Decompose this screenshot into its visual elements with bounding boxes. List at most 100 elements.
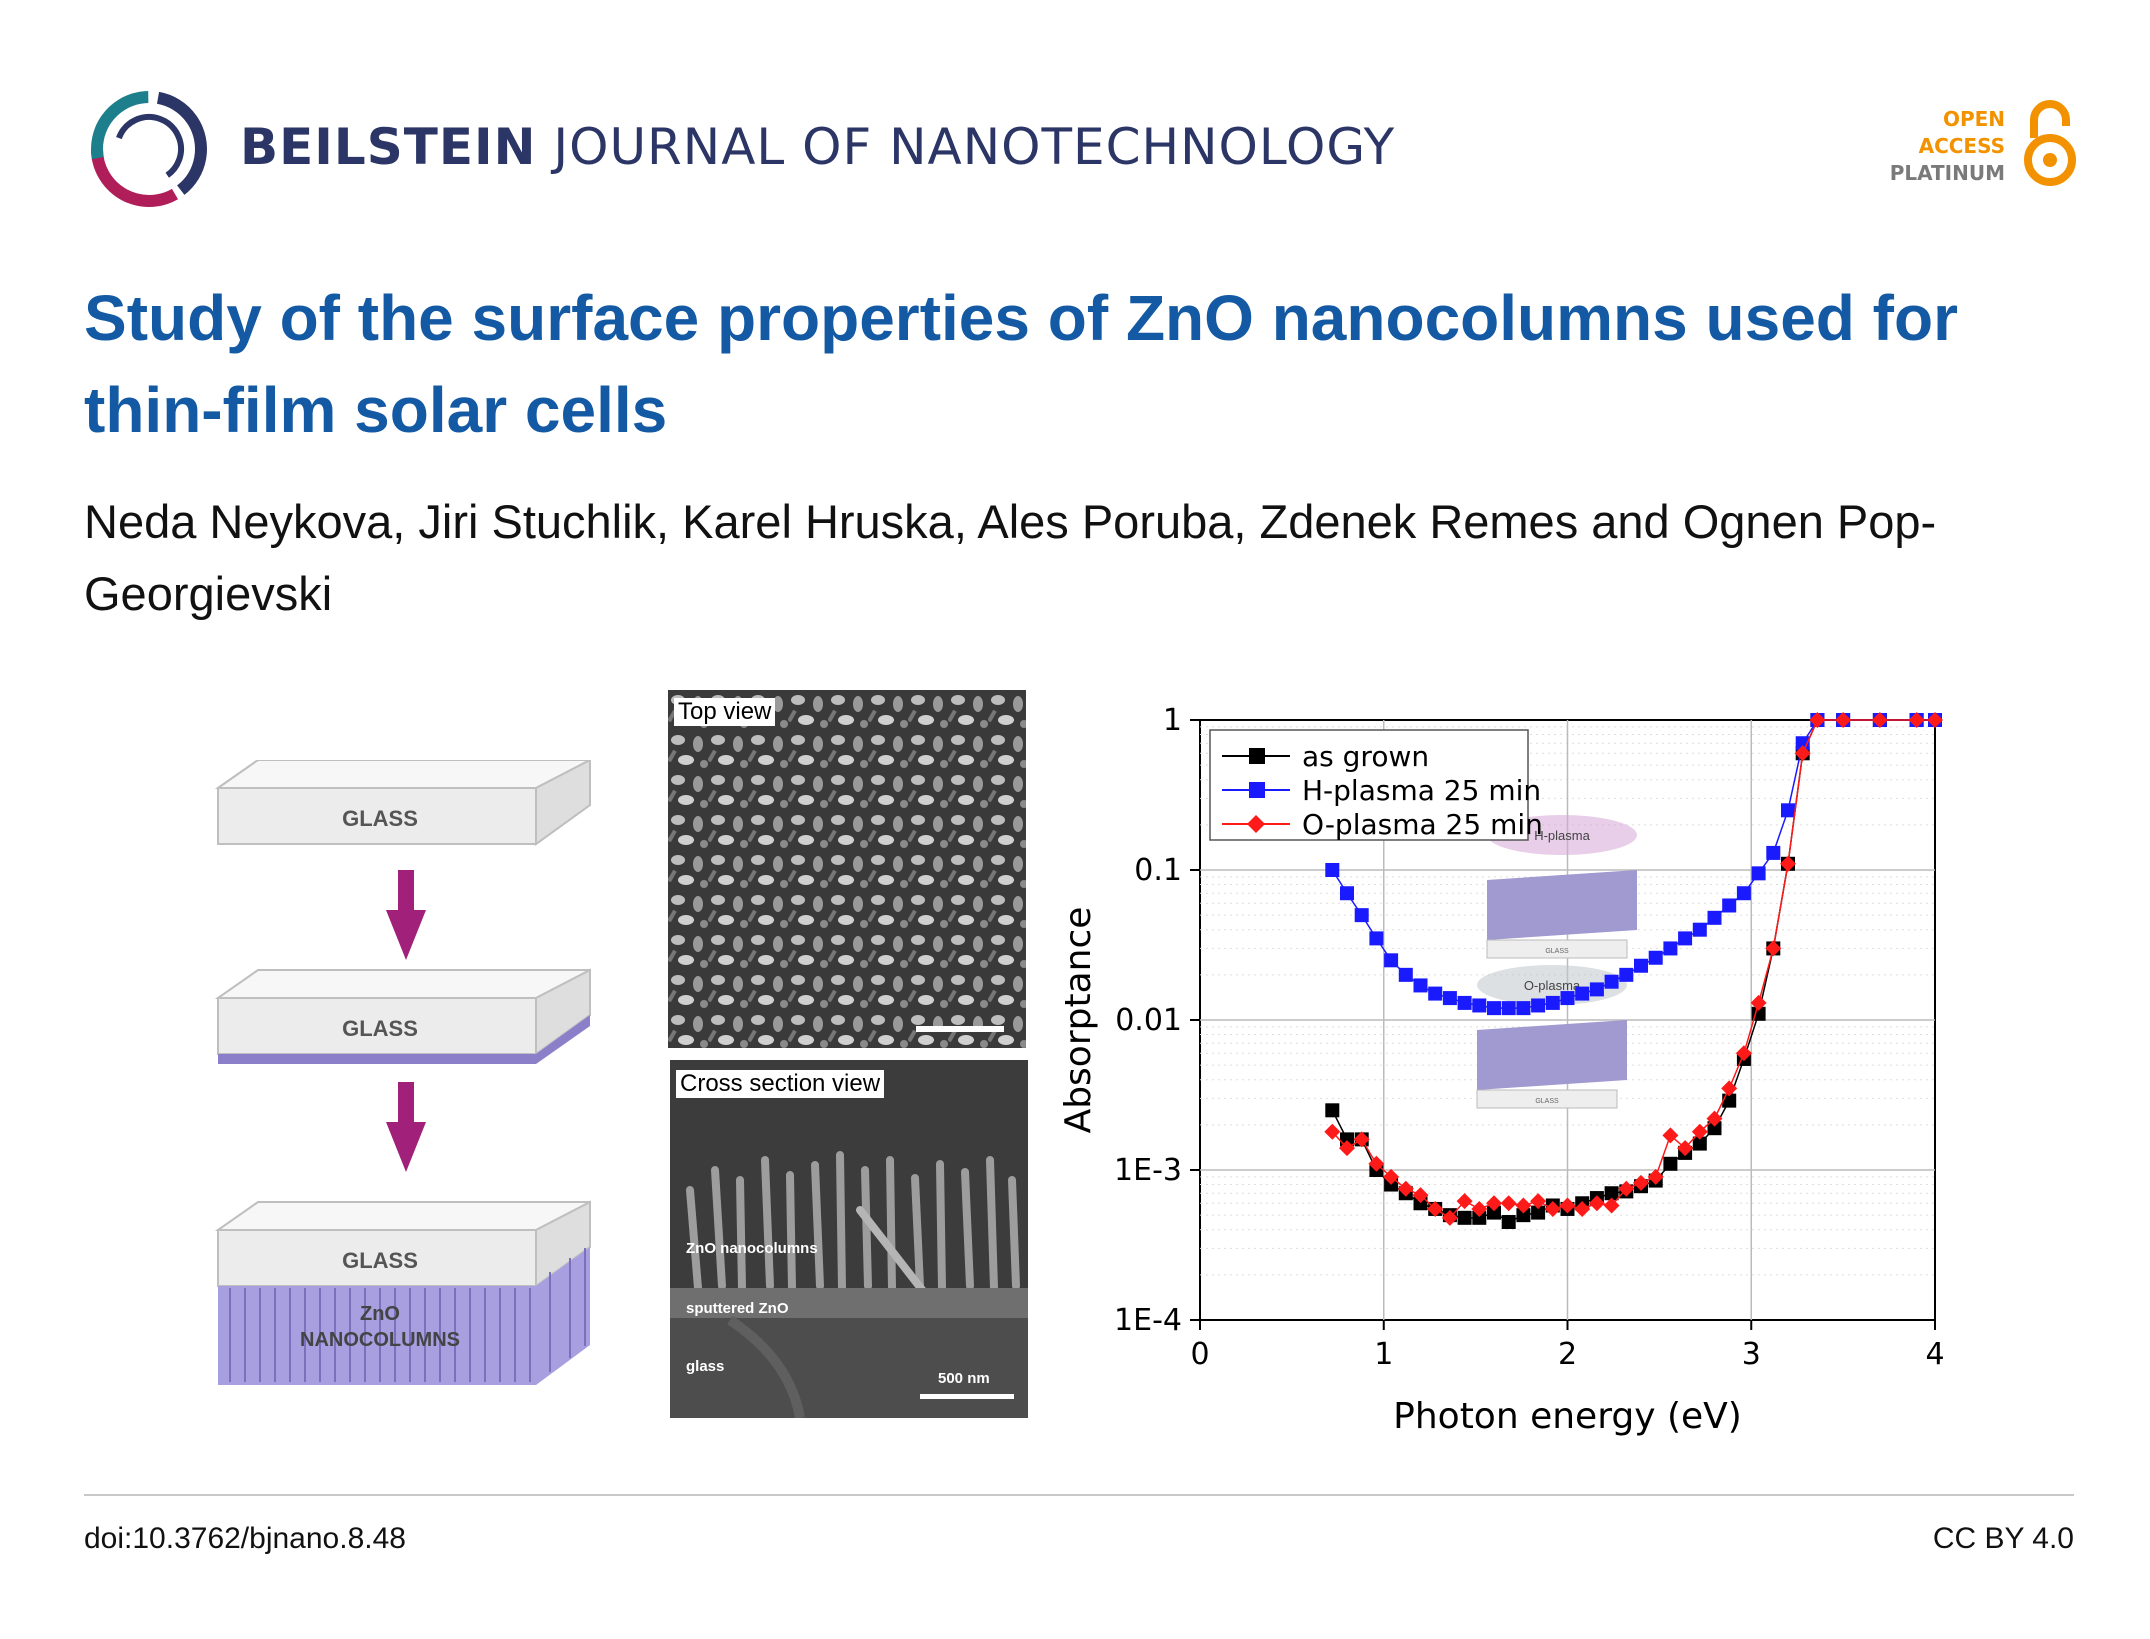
glass-slab-2 [214, 968, 591, 1064]
data-point [1501, 1215, 1516, 1230]
data-point [1619, 967, 1634, 982]
zno-nanocolumns-label: ZnO nanocolumns [686, 1240, 818, 1257]
sem-cross-section-label: Cross section view [676, 1070, 885, 1098]
legend-marker [1247, 815, 1265, 833]
data-point [1736, 886, 1751, 901]
data-point [1766, 845, 1781, 860]
data-point [1486, 1195, 1502, 1212]
legend-label: as grown [1302, 740, 1429, 773]
data-point [1835, 712, 1852, 728]
sem-top-view-label: Top view [674, 698, 776, 726]
journal-name-rest: JOURNAL OF NANOTECHNOLOGY [536, 118, 1396, 176]
data-point [1871, 712, 1888, 728]
o-plasma-inset-glass-label: GLASS [1535, 1098, 1559, 1105]
license-label[interactable]: CC BY 4.0 [1932, 1522, 2074, 1555]
data-point [1735, 1045, 1752, 1062]
o-plasma-inset-glow [1477, 965, 1627, 1005]
arrow-down-icon [386, 1082, 426, 1172]
o-plasma-inset-label: O-plasma [1524, 978, 1581, 993]
data-point [1574, 1200, 1591, 1217]
x-axis-label: Photon energy (eV) [1393, 1396, 1742, 1437]
data-point [1618, 1180, 1635, 1197]
data-point [1604, 1186, 1619, 1201]
data-point [1751, 866, 1766, 881]
data-point [1472, 1210, 1487, 1225]
data-point [1780, 855, 1796, 872]
data-point [1441, 1209, 1458, 1226]
legend-label: H-plasma 25 min [1302, 774, 1541, 807]
data-point [1544, 1200, 1561, 1217]
scale-bar-label: 500 nm [938, 1370, 990, 1387]
x-tick-label: 1 [1374, 1337, 1393, 1372]
data-point [1339, 1140, 1355, 1157]
y-tick-label: 1E-3 [1114, 1153, 1182, 1188]
footer-divider [84, 1494, 2074, 1496]
data-point [1353, 1131, 1370, 1148]
data-point [1428, 986, 1443, 1001]
data-point [1765, 940, 1782, 957]
data-point [1722, 898, 1737, 913]
data-point [1692, 922, 1707, 937]
data-point [1678, 931, 1693, 946]
data-point [1383, 1168, 1400, 1185]
nanocolumns-label: NANOCOLUMNS [300, 1329, 460, 1351]
glass-label-2: GLASS [342, 1016, 418, 1041]
data-point [1707, 910, 1722, 925]
data-point [1634, 958, 1648, 973]
data-point [1457, 995, 1472, 1010]
oa-line-2: ACCESS [1918, 134, 2005, 158]
oa-line-3: PLATINUM [1889, 161, 2005, 185]
data-point [1397, 1180, 1414, 1197]
glass-label-1: GLASS [342, 806, 418, 831]
data-point [1604, 974, 1619, 989]
data-point [1691, 1123, 1708, 1140]
data-point [1706, 1110, 1723, 1127]
sem-cross-section-image: Cross section view ZnO nanocolumns sputt… [670, 1060, 1028, 1418]
sem-top-view-image: Top view [668, 690, 1026, 1048]
data-point [1340, 1132, 1354, 1147]
legend-label: O-plasma 25 min [1302, 808, 1543, 841]
data-point [1721, 1080, 1738, 1097]
y-tick-label: 0.1 [1134, 853, 1182, 888]
beilstein-logo-icon [91, 91, 207, 207]
data-point [1707, 1121, 1722, 1136]
data-point [1412, 1187, 1429, 1204]
data-point [1456, 1193, 1473, 1210]
data-point [1398, 967, 1413, 982]
data-point [1647, 1168, 1664, 1185]
data-point [1648, 950, 1663, 965]
data-point [1324, 1123, 1341, 1140]
journal-name-bold: BEILSTEIN [240, 118, 537, 176]
article-title: Study of the surface properties of ZnO n… [84, 282, 1958, 446]
data-point [1908, 712, 1925, 728]
legend-marker [1249, 782, 1265, 798]
data-point [1750, 994, 1767, 1011]
data-point [1413, 978, 1428, 993]
data-point [1515, 1197, 1532, 1214]
journal-name: BEILSTEIN JOURNAL OF NANOTECHNOLOGY [240, 118, 1395, 176]
x-tick-label: 0 [1190, 1337, 1209, 1372]
glass-label-3: GLASS [342, 1248, 418, 1273]
x-tick-label: 2 [1558, 1337, 1577, 1372]
data-point [1472, 998, 1487, 1013]
data-point [1663, 941, 1678, 956]
data-point [1354, 908, 1369, 923]
data-point [1662, 1127, 1679, 1144]
open-access-lock-icon [2024, 100, 2076, 186]
doi-link[interactable]: doi:10.3762/bjnano.8.48 [84, 1522, 406, 1555]
data-point [1487, 1205, 1501, 1220]
data-point [1442, 991, 1457, 1006]
o-plasma-inset-glass [1476, 1089, 1618, 1109]
fabrication-schematic: GLASS GLASS GLASS ZnO NANOCOLUMNS [214, 760, 591, 1385]
x-tick-label: 3 [1742, 1337, 1761, 1372]
data-point [1603, 1197, 1620, 1214]
data-point [1516, 1208, 1531, 1223]
data-point [1500, 1195, 1517, 1212]
data-point [1589, 982, 1604, 997]
data-point [1516, 1001, 1531, 1016]
data-point [1531, 998, 1546, 1013]
data-point [1794, 745, 1811, 762]
data-point [1677, 1140, 1694, 1157]
data-point [1530, 1193, 1547, 1210]
data-point [1927, 712, 1943, 728]
